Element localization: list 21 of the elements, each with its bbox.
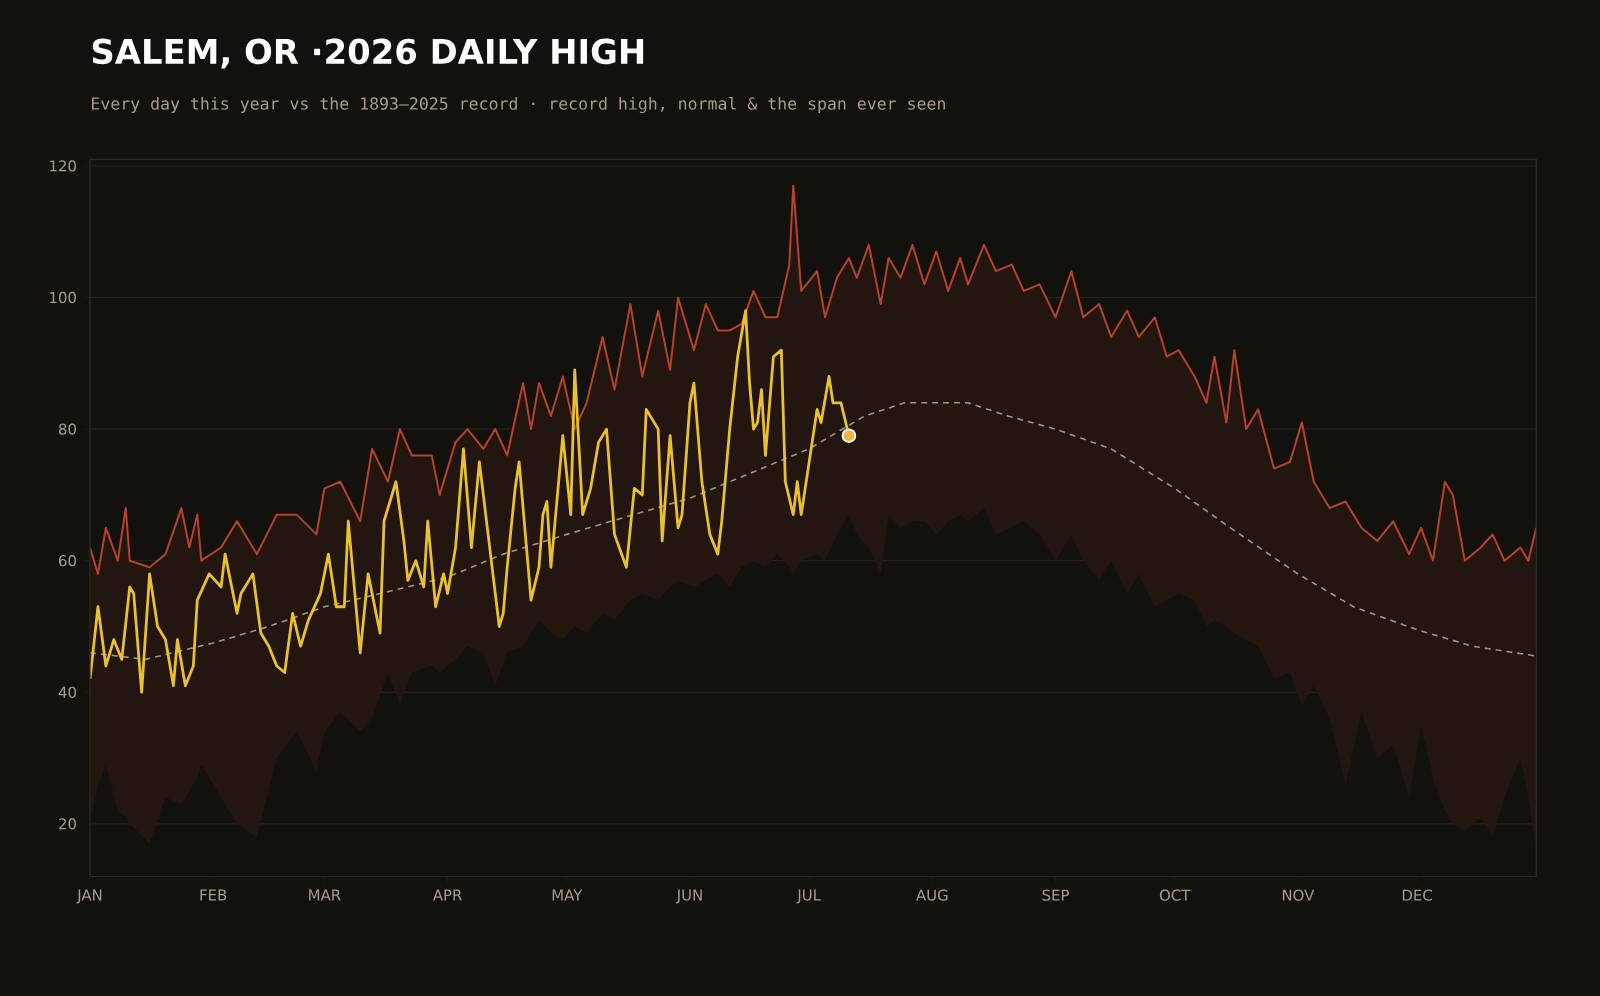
x-tick-label: JAN	[76, 889, 102, 904]
x-tick-label: AUG	[916, 889, 948, 901]
y-tick-label: 100	[50, 291, 76, 304]
x-tick-label: OCT	[1159, 889, 1191, 901]
y-tick-label: 60	[59, 555, 76, 567]
x-tick-label: SEP	[1042, 889, 1069, 901]
line-series	[90, 184, 1537, 575]
x-tick-label: JUL	[796, 889, 821, 904]
y-tick-label: 120	[50, 160, 76, 172]
chart-title: SALEM, OR ·2026 DAILY HIGH	[92, 38, 644, 69]
chart-subtitle: Every day this year vs the 1893–2025 record · record high, normal & the span ever seen	[92, 96, 945, 114]
x-tick-label: DEC	[1402, 889, 1432, 901]
x-tick-label: JUN	[675, 889, 702, 904]
x-tick-label: FEB	[200, 889, 227, 901]
x-tick-label: APR	[432, 889, 462, 901]
y-tick-label: 80	[58, 423, 76, 435]
y-tick-label: 20	[59, 818, 76, 830]
y-tick-label: 40	[58, 686, 76, 698]
x-tick-label: MAY	[552, 889, 583, 901]
x-tick-label: NOV	[1282, 889, 1315, 901]
x-tick-label: MAR	[309, 889, 341, 901]
